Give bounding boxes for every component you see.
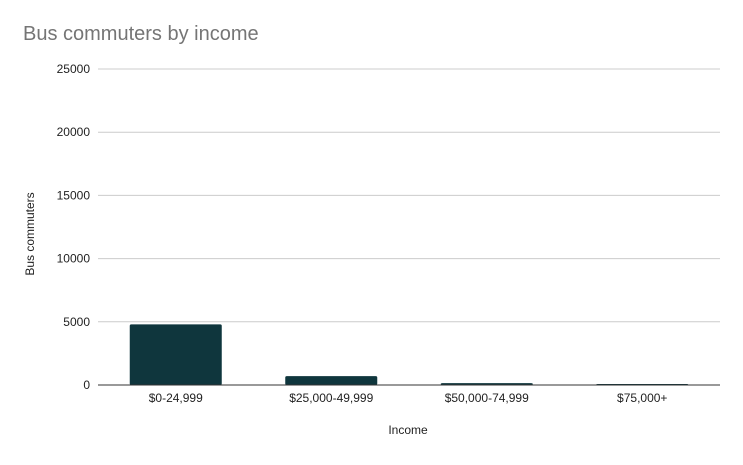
y-axis-title: Bus commuters <box>23 192 37 275</box>
y-tick-label: 20000 <box>57 125 91 139</box>
gridlines <box>98 68 720 323</box>
bars <box>129 324 689 385</box>
bar <box>285 376 378 385</box>
x-tick-label: $50,000-74,999 <box>445 391 529 405</box>
y-tick-label: 5000 <box>63 315 90 329</box>
x-tick-label: $0-24,999 <box>149 391 203 405</box>
y-tick-label: 10000 <box>57 252 91 266</box>
x-tick-label: $75,000+ <box>617 391 667 405</box>
y-tick-label: 25000 <box>57 62 91 76</box>
y-tick-label: 15000 <box>57 188 91 202</box>
x-tick-label: $25,000-49,999 <box>289 391 373 405</box>
bar <box>129 324 222 385</box>
x-axis-title: Income <box>388 423 428 437</box>
y-tick-label: 0 <box>83 378 90 392</box>
chart-title: Bus commuters by income <box>23 23 259 45</box>
axis-labels: 0 5000 10000 15000 20000 25000 $0-24,999 $25,00… <box>23 62 667 437</box>
